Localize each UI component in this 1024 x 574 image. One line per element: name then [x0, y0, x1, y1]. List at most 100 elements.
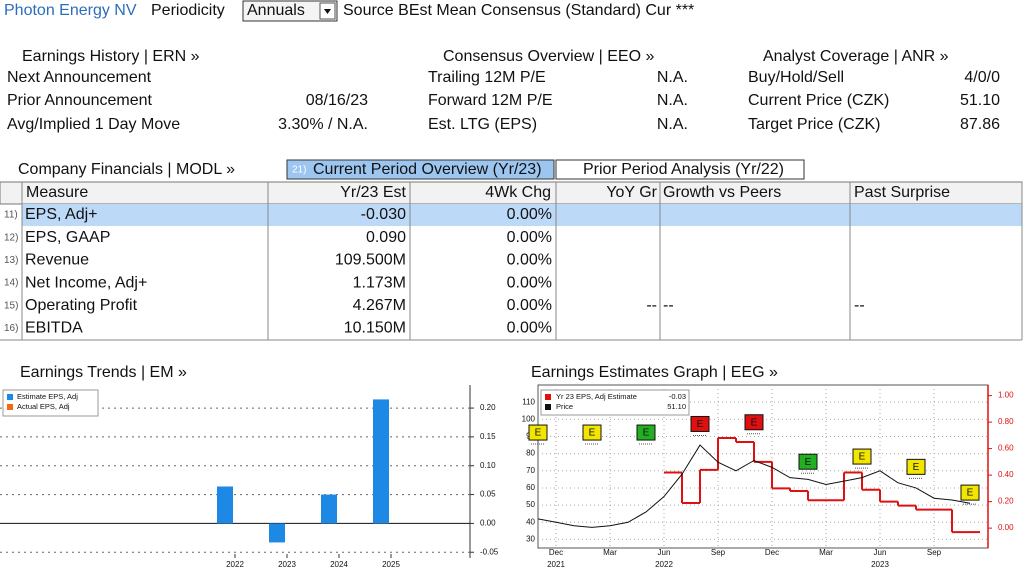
row-number: 13): [4, 255, 18, 266]
column-header: Past Surprise: [854, 184, 950, 201]
field-label: Avg/Implied 1 Day Move: [7, 116, 180, 133]
y-tick-label: 50: [526, 500, 535, 509]
x-tick-label: Sep: [711, 548, 726, 557]
cell: Net Income, Adj+: [25, 274, 147, 291]
y-tick-label: 0.15: [480, 432, 496, 441]
periodicity-label: Periodicity: [151, 2, 225, 19]
event-label: E: [805, 457, 812, 468]
x-tick-label: Mar: [819, 548, 833, 557]
field-label: Forward 12M P/E: [428, 92, 552, 109]
x-tick-label: 2023: [278, 560, 296, 569]
event-flag[interactable]: [582, 424, 602, 441]
x-tick-label: Mar: [603, 548, 617, 557]
section-title[interactable]: Company Financials | MODL »: [18, 161, 235, 178]
y-tick-label: 0.05: [480, 490, 496, 499]
row-number: 12): [4, 232, 18, 243]
x-tick-label: Dec: [765, 548, 779, 557]
field-label: Trailing 12M P/E: [428, 69, 546, 86]
event-flag[interactable]: [636, 424, 656, 441]
tab[interactable]: [555, 159, 805, 180]
y2-tick-label: 0.80: [998, 417, 1014, 426]
panel-title[interactable]: Earnings History | ERN »: [22, 48, 200, 65]
y2-tick-label: 1.00: [998, 391, 1014, 400]
x-year-label: 2023: [871, 560, 889, 569]
cell: 0.00%: [507, 252, 552, 269]
legend-swatch: [7, 404, 13, 410]
y-tick-label: -0.05: [480, 547, 499, 556]
bar: [373, 399, 389, 524]
cell: EPS, GAAP: [25, 229, 110, 246]
legend-label: Estimate EPS, Adj: [17, 392, 78, 401]
event-flag[interactable]: [744, 414, 764, 431]
event-flag[interactable]: [798, 453, 818, 470]
cell: 0.00%: [507, 297, 552, 314]
cell: 0.090: [366, 229, 406, 246]
bar: [217, 486, 233, 524]
source-label: Source BEst Mean Consensus (Standard) Cu…: [343, 2, 694, 19]
row-highlight: [22, 204, 1022, 226]
y-tick-label: 110: [522, 397, 535, 406]
event-flag[interactable]: [906, 458, 926, 475]
bar: [321, 494, 337, 524]
cell: 109.500M: [335, 252, 406, 269]
event-flag[interactable]: [852, 448, 872, 465]
column-header: YoY Gr: [606, 184, 657, 201]
cell: --: [646, 297, 657, 314]
tab-number: 21): [292, 165, 306, 176]
x-tick-label: 2024: [330, 560, 348, 569]
field-value: 4/0/0: [964, 69, 1000, 86]
panel-title[interactable]: Analyst Coverage | ANR »: [763, 48, 949, 65]
field-label: Prior Announcement: [7, 92, 153, 109]
cell: EBITDA: [25, 320, 83, 337]
field-value: 3.30% / N.A.: [278, 116, 368, 133]
row-number: 11): [4, 210, 18, 221]
legend-value: -0.03: [669, 392, 686, 401]
periodicity-value[interactable]: Annuals: [247, 2, 305, 19]
tab-active[interactable]: [286, 159, 555, 180]
chart-title[interactable]: Earnings Trends | EM »: [20, 364, 187, 381]
cell: 1.173M: [353, 274, 406, 291]
event-flag[interactable]: [690, 415, 710, 432]
y-tick-label: 70: [526, 466, 535, 475]
tab-label[interactable]: Prior Period Analysis (Yr/22): [583, 161, 784, 178]
x-tick-label: Jun: [658, 548, 671, 557]
legend-value: 51.10: [667, 402, 686, 411]
event-label: E: [589, 428, 596, 439]
event-flag[interactable]: [960, 484, 980, 501]
y-tick-label: 40: [526, 517, 535, 526]
column-header: 4Wk Chg: [485, 184, 551, 201]
x-year-label: 2021: [547, 560, 565, 569]
cell: 0.00%: [507, 229, 552, 246]
panel-title[interactable]: Consensus Overview | EEO »: [443, 48, 654, 65]
x-tick-label: Dec: [549, 548, 563, 557]
cell: -0.030: [361, 206, 406, 223]
column-header: Growth vs Peers: [663, 184, 781, 201]
row-number: 14): [4, 278, 18, 289]
tab-label[interactable]: Current Period Overview (Yr/23): [313, 161, 542, 178]
chart-title[interactable]: Earnings Estimates Graph | EEG »: [531, 364, 778, 381]
y2-tick-label: 0.40: [998, 470, 1014, 479]
cell: 10.150M: [344, 320, 406, 337]
field-value: 51.10: [960, 92, 1000, 109]
event-label: E: [751, 417, 758, 428]
cell: 0.00%: [507, 274, 552, 291]
row-number: 16): [4, 323, 18, 334]
legend-box: [2, 389, 99, 417]
legend-swatch: [545, 394, 551, 400]
event-flag[interactable]: [528, 424, 548, 441]
legend-label: Yr 23 EPS, Adj Estimate: [556, 392, 637, 401]
legend-swatch: [545, 404, 551, 410]
company-name: Photon Energy NV: [4, 2, 137, 19]
y-tick-label: 0.20: [480, 403, 496, 412]
cell: EPS, Adj+: [25, 206, 98, 223]
field-value: N.A.: [657, 116, 688, 133]
cell: --: [663, 297, 674, 314]
bar: [269, 523, 285, 543]
field-label: Target Price (CZK): [748, 116, 880, 133]
legend-label: Price: [556, 402, 573, 411]
y-tick-label: 0.10: [480, 461, 496, 470]
y2-tick-label: 0.60: [998, 444, 1014, 453]
dropdown[interactable]: [242, 0, 338, 22]
row-number: 15): [4, 300, 18, 311]
